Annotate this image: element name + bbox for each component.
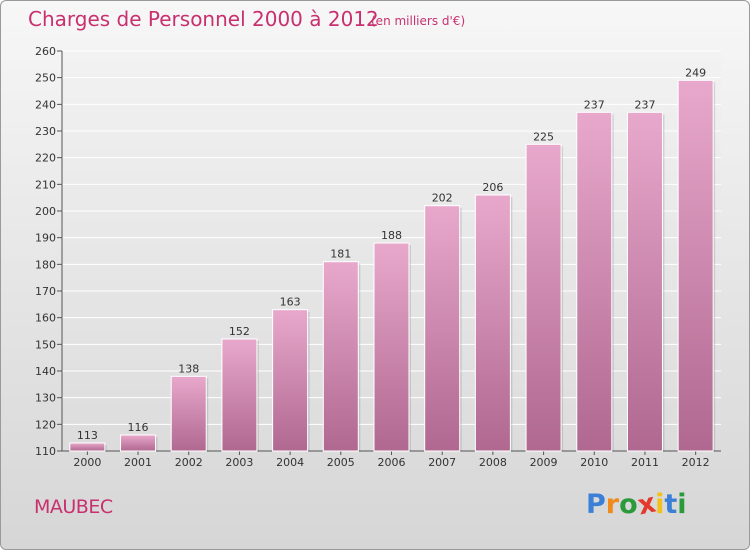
- y-tick-label: 130: [35, 392, 56, 405]
- data-label-2003: 152: [229, 325, 250, 338]
- data-labels: 113 116 138 152 163 181 188 202 206 225 237 237 249: [77, 66, 706, 442]
- bar-2007: [424, 205, 461, 452]
- data-label-2008: 206: [482, 181, 503, 194]
- x-tick-label-2004: 2004: [276, 456, 304, 469]
- data-label-2004: 163: [280, 296, 301, 309]
- x-tick-label-2000: 2000: [73, 456, 101, 469]
- x-tick-label-2001: 2001: [124, 456, 152, 469]
- logo-letter: i: [677, 489, 687, 520]
- x-tick-label-2007: 2007: [428, 456, 456, 469]
- bar-2005: [322, 261, 359, 452]
- logo-letter: r: [605, 489, 620, 520]
- x-tick-label-2005: 2005: [327, 456, 355, 469]
- data-label-2006: 188: [381, 229, 402, 242]
- bar-2000: [69, 442, 106, 452]
- data-label-2009: 225: [533, 130, 554, 143]
- chart-subtitle: (en milliers d'€): [371, 14, 466, 28]
- data-label-2002: 138: [178, 362, 199, 375]
- y-tick-label: 220: [35, 152, 56, 165]
- bar-2003: [221, 338, 258, 452]
- x-tick-label-2009: 2009: [530, 456, 558, 469]
- bar-2004: [272, 309, 309, 452]
- x-tick-label-2006: 2006: [378, 456, 406, 469]
- y-tick-label: 140: [35, 365, 56, 378]
- logo-letter: t: [664, 489, 678, 520]
- bar-2009: [525, 143, 562, 452]
- bar-2008: [474, 194, 511, 452]
- commune-name: MAUBEC: [34, 496, 113, 518]
- x-tick-label-2003: 2003: [225, 456, 253, 469]
- bar-2010: [576, 111, 613, 452]
- y-tick-label: 120: [35, 418, 56, 431]
- bar-2002: [170, 375, 207, 452]
- bars: [69, 79, 716, 452]
- y-tick-label: 230: [35, 125, 56, 138]
- bar-2011: [626, 111, 663, 452]
- y-tick-label: 240: [35, 98, 56, 111]
- data-label-2007: 202: [432, 192, 453, 205]
- x-tick-label-2010: 2010: [580, 456, 608, 469]
- bar-2001: [120, 434, 157, 452]
- chart-title: Charges de Personnel 2000 à 2012: [28, 7, 379, 31]
- x-tick-label-2008: 2008: [479, 456, 507, 469]
- y-tick-label: 160: [35, 312, 56, 325]
- logo-letter: o: [619, 489, 638, 520]
- data-label-2010: 237: [584, 98, 605, 111]
- data-label-2001: 116: [128, 421, 149, 434]
- y-tick-label: 190: [35, 232, 56, 245]
- data-label-2012: 249: [685, 66, 706, 79]
- data-label-2000: 113: [77, 429, 98, 442]
- proxiti-logo[interactable]: Proxiti: [586, 488, 687, 522]
- bar-2006: [373, 242, 410, 452]
- y-tick-label: 180: [35, 258, 56, 271]
- data-label-2005: 181: [330, 248, 351, 261]
- x-tick-label-2011: 2011: [631, 456, 659, 469]
- x-tick-label-2002: 2002: [175, 456, 203, 469]
- y-tick-label: 150: [35, 338, 56, 351]
- y-tick-label: 250: [35, 72, 56, 85]
- tick-labels: 110 120 130 140 150 160 170 180 190 200 210 220 230 2…: [35, 45, 710, 469]
- logo-letter: i: [655, 489, 665, 520]
- data-label-2011: 237: [634, 98, 655, 111]
- y-tick-label: 200: [35, 205, 56, 218]
- y-tick-label: 170: [35, 285, 56, 298]
- y-tick-label: 260: [35, 45, 56, 58]
- bar-2012: [677, 79, 714, 452]
- y-tick-label: 210: [35, 178, 56, 191]
- x-tick-label-2012: 2012: [682, 456, 710, 469]
- logo-letter: P: [586, 489, 606, 520]
- y-tick-label: 110: [35, 445, 56, 458]
